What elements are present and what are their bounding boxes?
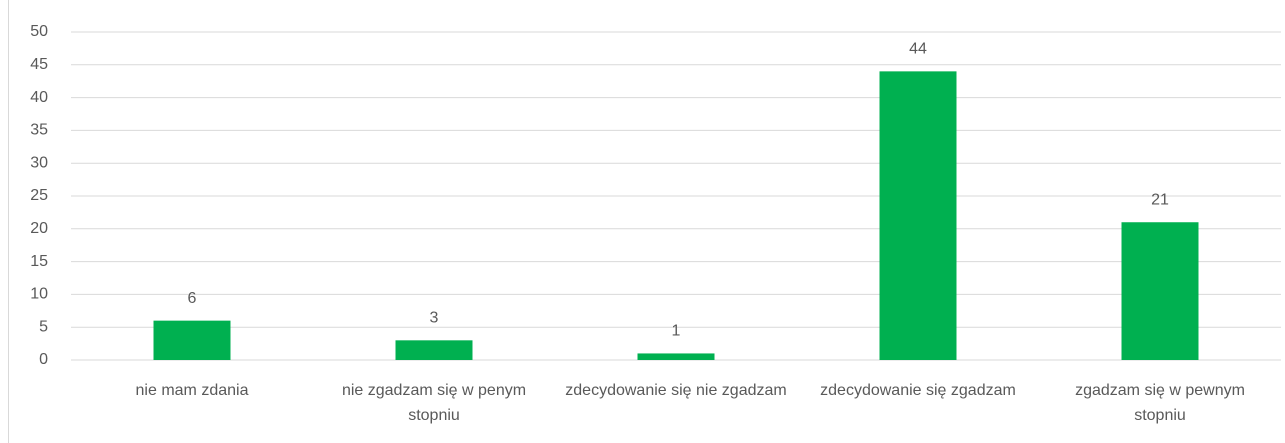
bar <box>879 71 957 361</box>
y-tick-label: 40 <box>30 89 48 106</box>
y-tick-label: 15 <box>30 253 48 270</box>
x-tick-label: nie zgadzam się w penym stopniu <box>341 382 527 424</box>
data-label: 44 <box>909 41 927 58</box>
y-tick-label: 5 <box>39 318 48 335</box>
bar <box>395 340 473 360</box>
y-tick-label: 25 <box>30 187 48 204</box>
x-tick-label: zgadzam się w pewnym stopniu <box>1075 382 1245 424</box>
data-label: 3 <box>430 310 439 327</box>
x-tick-label: zdecydowanie się zgadzam <box>820 382 1016 399</box>
y-tick-label: 50 <box>30 23 48 40</box>
x-tick-label: nie mam zdania <box>135 382 249 399</box>
y-tick-label: 45 <box>30 56 48 73</box>
data-label: 6 <box>188 290 197 307</box>
bar <box>637 353 715 360</box>
bar <box>153 320 231 360</box>
y-tick-label: 30 <box>30 154 48 171</box>
data-label: 21 <box>1151 191 1169 208</box>
y-tick-label: 0 <box>39 351 48 368</box>
bar <box>1121 222 1199 360</box>
x-tick-label: zdecydowanie się nie zgadzam <box>565 382 787 399</box>
y-tick-label: 10 <box>30 286 48 303</box>
y-tick-label: 35 <box>30 122 48 139</box>
data-label: 1 <box>672 323 681 340</box>
y-tick-label: 20 <box>30 220 48 237</box>
